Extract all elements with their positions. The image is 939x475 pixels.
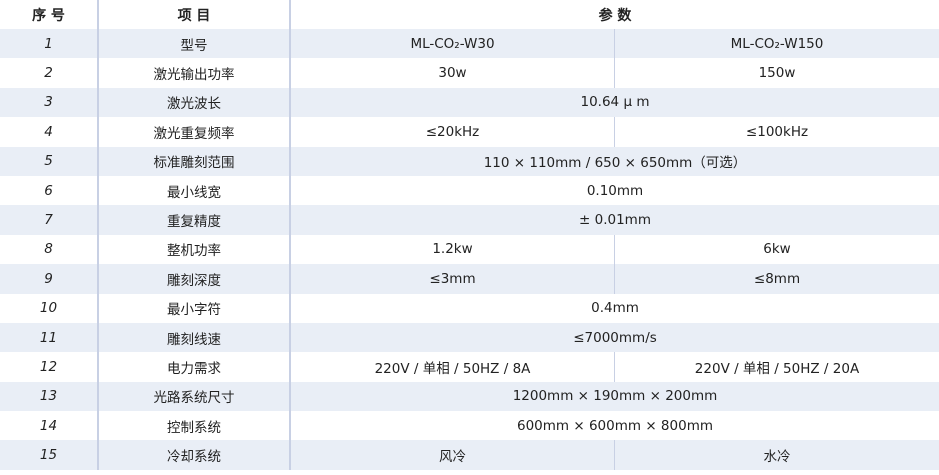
table-row: 9 雕刻深度 ≤3mm ≤8mm bbox=[0, 264, 939, 294]
table-row: 14 控制系统 600mm × 600mm × 800mm bbox=[0, 411, 939, 441]
table-row: 6 最小线宽 0.10mm bbox=[0, 175, 939, 206]
row-item: 控制系统 bbox=[98, 411, 291, 441]
header-no: 序 号 bbox=[0, 0, 99, 29]
row-item: 标准雕刻范围 bbox=[98, 146, 291, 176]
table-row: 8 整机功率 1.2kw 6kw bbox=[0, 234, 939, 265]
row-value-w150: ML-CO₂-W150 bbox=[614, 29, 939, 59]
table-row: 13 光路系统尺寸 1200mm × 190mm × 200mm bbox=[0, 381, 939, 412]
row-number: 8 bbox=[0, 234, 99, 265]
row-number: 2 bbox=[0, 58, 99, 88]
row-value: ≤7000mm/s bbox=[290, 322, 939, 353]
row-number: 11 bbox=[0, 322, 99, 353]
row-item: 冷却系统 bbox=[98, 440, 291, 470]
row-number: 6 bbox=[0, 175, 99, 206]
row-value-w30: 220V / 单相 / 50HZ / 8A bbox=[290, 352, 615, 382]
row-value: 10.64 μ m bbox=[290, 87, 939, 118]
table-row: 11 雕刻线速 ≤7000mm/s bbox=[0, 322, 939, 353]
row-value-w150: 150w bbox=[758, 65, 796, 82]
row-value: 1200mm × 190mm × 200mm bbox=[290, 381, 939, 412]
row-value-w30: 风冷 bbox=[290, 440, 615, 470]
row-item: 电力需求 bbox=[98, 352, 291, 382]
row-item: 激光重复频率 bbox=[98, 117, 291, 147]
row-value: ± 0.01mm bbox=[290, 205, 939, 235]
row-value-w30: ML-CO₂-W30 bbox=[290, 29, 615, 59]
row-item: 型号 bbox=[98, 29, 291, 59]
row-value-w150: 水冷 bbox=[614, 440, 939, 470]
row-value-w30: 30w bbox=[290, 58, 615, 88]
row-number: 10 bbox=[0, 293, 99, 323]
table-row: 2 激光输出功率 30w 150w bbox=[0, 58, 939, 88]
header-item: 项 目 bbox=[98, 0, 291, 29]
row-number: 12 bbox=[0, 352, 99, 382]
row-number: 5 bbox=[0, 146, 99, 176]
row-item: 重复精度 bbox=[98, 205, 291, 235]
row-value-w150: ≤100kHz bbox=[745, 123, 809, 140]
row-value-w30: 1.2kw bbox=[290, 234, 615, 265]
row-number: 7 bbox=[0, 205, 99, 235]
row-number: 3 bbox=[0, 87, 99, 118]
row-value-w30: ≤20kHz bbox=[290, 117, 615, 147]
row-number: 13 bbox=[0, 381, 99, 412]
header-params: 参 数 bbox=[598, 7, 632, 24]
table-row: 15 冷却系统 风冷 水冷 bbox=[0, 440, 939, 470]
row-item: 激光输出功率 bbox=[98, 58, 291, 88]
row-value-w150: 220V / 单相 / 50HZ / 20A bbox=[694, 360, 860, 377]
table-row: 3 激光波长 10.64 μ m bbox=[0, 87, 939, 118]
row-item: 光路系统尺寸 bbox=[98, 381, 291, 412]
header-row: 序 号 项 目 参 数 bbox=[0, 0, 939, 29]
table-row: 10 最小字符 0.4mm bbox=[0, 293, 939, 323]
row-value: 110 × 110mm / 650 × 650mm（可选） bbox=[290, 146, 939, 176]
row-item: 整机功率 bbox=[98, 234, 291, 265]
row-value-w150: ≤8mm bbox=[614, 264, 939, 294]
row-item: 雕刻深度 bbox=[98, 264, 291, 294]
row-item: 最小线宽 bbox=[98, 175, 291, 206]
row-item: 最小字符 bbox=[98, 293, 291, 323]
table-row: 5 标准雕刻范围 110 × 110mm / 650 × 650mm（可选） bbox=[0, 146, 939, 176]
table-row: 12 电力需求 220V / 单相 / 50HZ / 8A 220V / 单相 / … bbox=[0, 352, 939, 382]
row-value: 600mm × 600mm × 800mm bbox=[517, 417, 713, 434]
table-row: 7 重复精度 ± 0.01mm bbox=[0, 205, 939, 235]
row-number: 4 bbox=[0, 117, 99, 147]
row-value: 0.4mm bbox=[591, 300, 639, 317]
row-number: 9 bbox=[0, 264, 99, 294]
row-value-w150: 6kw bbox=[763, 241, 791, 258]
table-row: 4 激光重复频率 ≤20kHz ≤100kHz bbox=[0, 117, 939, 147]
row-item: 雕刻线速 bbox=[98, 322, 291, 353]
row-number: 1 bbox=[0, 29, 99, 59]
row-number: 15 bbox=[0, 440, 99, 470]
table-row: 1 型号 ML-CO₂-W30 ML-CO₂-W150 bbox=[0, 29, 939, 59]
row-value-w30: ≤3mm bbox=[290, 264, 615, 294]
row-value: 0.10mm bbox=[586, 182, 644, 199]
row-number: 14 bbox=[0, 411, 99, 441]
row-item: 激光波长 bbox=[98, 87, 291, 118]
